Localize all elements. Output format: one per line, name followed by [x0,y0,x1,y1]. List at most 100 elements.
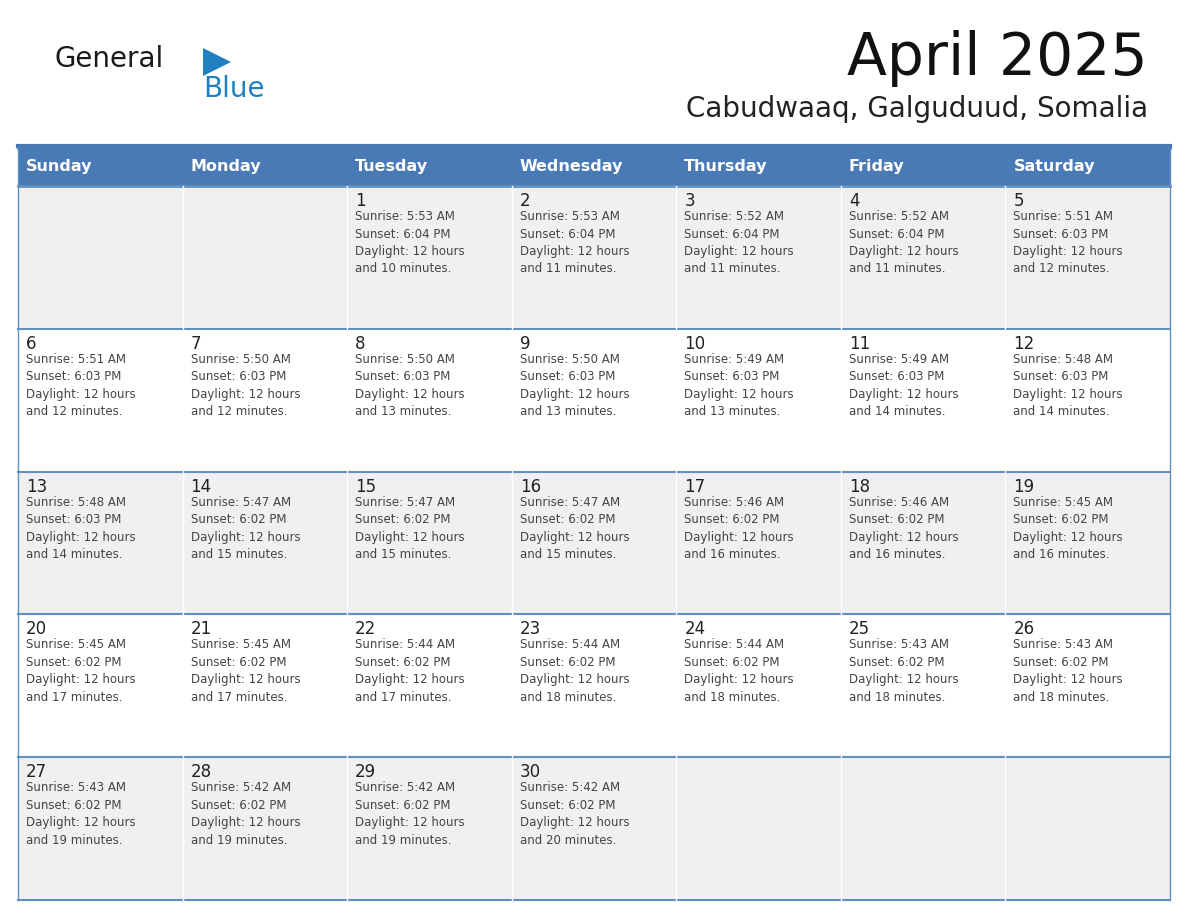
FancyBboxPatch shape [183,148,347,186]
Text: 22: 22 [355,621,377,638]
Text: 20: 20 [26,621,48,638]
Text: 27: 27 [26,763,48,781]
Text: Sunrise: 5:44 AM
Sunset: 6:02 PM
Daylight: 12 hours
and 18 minutes.: Sunrise: 5:44 AM Sunset: 6:02 PM Dayligh… [684,638,794,704]
Text: Sunrise: 5:43 AM
Sunset: 6:02 PM
Daylight: 12 hours
and 18 minutes.: Sunrise: 5:43 AM Sunset: 6:02 PM Dayligh… [1013,638,1123,704]
Text: 19: 19 [1013,477,1035,496]
FancyBboxPatch shape [512,757,676,900]
FancyBboxPatch shape [18,757,183,900]
FancyBboxPatch shape [676,614,841,757]
FancyBboxPatch shape [18,148,183,186]
FancyBboxPatch shape [1005,186,1170,329]
Text: Monday: Monday [190,160,261,174]
Text: Sunrise: 5:45 AM
Sunset: 6:02 PM
Daylight: 12 hours
and 17 minutes.: Sunrise: 5:45 AM Sunset: 6:02 PM Dayligh… [190,638,301,704]
Text: 4: 4 [849,192,859,210]
Text: Blue: Blue [203,75,265,103]
Text: Sunrise: 5:44 AM
Sunset: 6:02 PM
Daylight: 12 hours
and 18 minutes.: Sunrise: 5:44 AM Sunset: 6:02 PM Dayligh… [519,638,630,704]
Polygon shape [203,48,230,76]
Text: 24: 24 [684,621,706,638]
Text: 26: 26 [1013,621,1035,638]
FancyBboxPatch shape [512,329,676,472]
Text: Sunrise: 5:46 AM
Sunset: 6:02 PM
Daylight: 12 hours
and 16 minutes.: Sunrise: 5:46 AM Sunset: 6:02 PM Dayligh… [849,496,959,561]
FancyBboxPatch shape [676,148,841,186]
FancyBboxPatch shape [841,329,1005,472]
Text: Sunrise: 5:48 AM
Sunset: 6:03 PM
Daylight: 12 hours
and 14 minutes.: Sunrise: 5:48 AM Sunset: 6:03 PM Dayligh… [1013,353,1123,419]
FancyBboxPatch shape [841,757,1005,900]
FancyBboxPatch shape [347,186,512,329]
Text: Wednesday: Wednesday [519,160,623,174]
Text: Sunrise: 5:50 AM
Sunset: 6:03 PM
Daylight: 12 hours
and 13 minutes.: Sunrise: 5:50 AM Sunset: 6:03 PM Dayligh… [519,353,630,419]
FancyBboxPatch shape [1005,329,1170,472]
Text: Sunrise: 5:43 AM
Sunset: 6:02 PM
Daylight: 12 hours
and 18 minutes.: Sunrise: 5:43 AM Sunset: 6:02 PM Dayligh… [849,638,959,704]
FancyBboxPatch shape [347,148,512,186]
Text: Tuesday: Tuesday [355,160,428,174]
Text: 12: 12 [1013,335,1035,353]
Text: 1: 1 [355,192,366,210]
FancyBboxPatch shape [1005,757,1170,900]
Text: 9: 9 [519,335,530,353]
FancyBboxPatch shape [841,472,1005,614]
Text: 2: 2 [519,192,530,210]
FancyBboxPatch shape [512,472,676,614]
FancyBboxPatch shape [512,614,676,757]
Text: Saturday: Saturday [1013,160,1095,174]
Text: Sunrise: 5:42 AM
Sunset: 6:02 PM
Daylight: 12 hours
and 20 minutes.: Sunrise: 5:42 AM Sunset: 6:02 PM Dayligh… [519,781,630,846]
FancyBboxPatch shape [512,148,676,186]
Text: Sunrise: 5:49 AM
Sunset: 6:03 PM
Daylight: 12 hours
and 13 minutes.: Sunrise: 5:49 AM Sunset: 6:03 PM Dayligh… [684,353,794,419]
Text: Cabudwaaq, Galguduud, Somalia: Cabudwaaq, Galguduud, Somalia [685,95,1148,123]
FancyBboxPatch shape [347,614,512,757]
FancyBboxPatch shape [183,329,347,472]
Text: Sunday: Sunday [26,160,93,174]
Text: 17: 17 [684,477,706,496]
Text: Sunrise: 5:42 AM
Sunset: 6:02 PM
Daylight: 12 hours
and 19 minutes.: Sunrise: 5:42 AM Sunset: 6:02 PM Dayligh… [190,781,301,846]
FancyBboxPatch shape [18,186,183,329]
Text: 3: 3 [684,192,695,210]
Text: Sunrise: 5:48 AM
Sunset: 6:03 PM
Daylight: 12 hours
and 14 minutes.: Sunrise: 5:48 AM Sunset: 6:03 PM Dayligh… [26,496,135,561]
FancyBboxPatch shape [1005,148,1170,186]
FancyBboxPatch shape [676,329,841,472]
FancyBboxPatch shape [347,757,512,900]
FancyBboxPatch shape [1005,472,1170,614]
FancyBboxPatch shape [347,329,512,472]
Text: 5: 5 [1013,192,1024,210]
FancyBboxPatch shape [183,472,347,614]
FancyBboxPatch shape [18,472,183,614]
Text: April 2025: April 2025 [847,30,1148,87]
Text: 8: 8 [355,335,366,353]
Text: 29: 29 [355,763,377,781]
Text: Sunrise: 5:50 AM
Sunset: 6:03 PM
Daylight: 12 hours
and 13 minutes.: Sunrise: 5:50 AM Sunset: 6:03 PM Dayligh… [355,353,465,419]
Text: 6: 6 [26,335,37,353]
Text: 30: 30 [519,763,541,781]
Text: 18: 18 [849,477,870,496]
Text: Sunrise: 5:47 AM
Sunset: 6:02 PM
Daylight: 12 hours
and 15 minutes.: Sunrise: 5:47 AM Sunset: 6:02 PM Dayligh… [519,496,630,561]
Text: Sunrise: 5:51 AM
Sunset: 6:03 PM
Daylight: 12 hours
and 12 minutes.: Sunrise: 5:51 AM Sunset: 6:03 PM Dayligh… [1013,210,1123,275]
Text: Sunrise: 5:53 AM
Sunset: 6:04 PM
Daylight: 12 hours
and 11 minutes.: Sunrise: 5:53 AM Sunset: 6:04 PM Dayligh… [519,210,630,275]
FancyBboxPatch shape [676,186,841,329]
FancyBboxPatch shape [183,186,347,329]
FancyBboxPatch shape [183,614,347,757]
Text: Sunrise: 5:49 AM
Sunset: 6:03 PM
Daylight: 12 hours
and 14 minutes.: Sunrise: 5:49 AM Sunset: 6:03 PM Dayligh… [849,353,959,419]
Text: Sunrise: 5:42 AM
Sunset: 6:02 PM
Daylight: 12 hours
and 19 minutes.: Sunrise: 5:42 AM Sunset: 6:02 PM Dayligh… [355,781,465,846]
FancyBboxPatch shape [512,186,676,329]
FancyBboxPatch shape [841,148,1005,186]
Text: Sunrise: 5:44 AM
Sunset: 6:02 PM
Daylight: 12 hours
and 17 minutes.: Sunrise: 5:44 AM Sunset: 6:02 PM Dayligh… [355,638,465,704]
Text: Sunrise: 5:52 AM
Sunset: 6:04 PM
Daylight: 12 hours
and 11 minutes.: Sunrise: 5:52 AM Sunset: 6:04 PM Dayligh… [849,210,959,275]
Text: Sunrise: 5:43 AM
Sunset: 6:02 PM
Daylight: 12 hours
and 19 minutes.: Sunrise: 5:43 AM Sunset: 6:02 PM Dayligh… [26,781,135,846]
FancyBboxPatch shape [183,757,347,900]
Text: Sunrise: 5:47 AM
Sunset: 6:02 PM
Daylight: 12 hours
and 15 minutes.: Sunrise: 5:47 AM Sunset: 6:02 PM Dayligh… [355,496,465,561]
FancyBboxPatch shape [841,186,1005,329]
Text: Sunrise: 5:53 AM
Sunset: 6:04 PM
Daylight: 12 hours
and 10 minutes.: Sunrise: 5:53 AM Sunset: 6:04 PM Dayligh… [355,210,465,275]
FancyBboxPatch shape [841,614,1005,757]
FancyBboxPatch shape [18,614,183,757]
Text: 11: 11 [849,335,870,353]
Text: 7: 7 [190,335,201,353]
FancyBboxPatch shape [1005,614,1170,757]
Text: 21: 21 [190,621,211,638]
Text: 16: 16 [519,477,541,496]
Text: 14: 14 [190,477,211,496]
Text: 15: 15 [355,477,377,496]
Text: Sunrise: 5:45 AM
Sunset: 6:02 PM
Daylight: 12 hours
and 16 minutes.: Sunrise: 5:45 AM Sunset: 6:02 PM Dayligh… [1013,496,1123,561]
Text: General: General [55,45,164,73]
Text: Friday: Friday [849,160,904,174]
Text: Sunrise: 5:51 AM
Sunset: 6:03 PM
Daylight: 12 hours
and 12 minutes.: Sunrise: 5:51 AM Sunset: 6:03 PM Dayligh… [26,353,135,419]
Text: Sunrise: 5:46 AM
Sunset: 6:02 PM
Daylight: 12 hours
and 16 minutes.: Sunrise: 5:46 AM Sunset: 6:02 PM Dayligh… [684,496,794,561]
